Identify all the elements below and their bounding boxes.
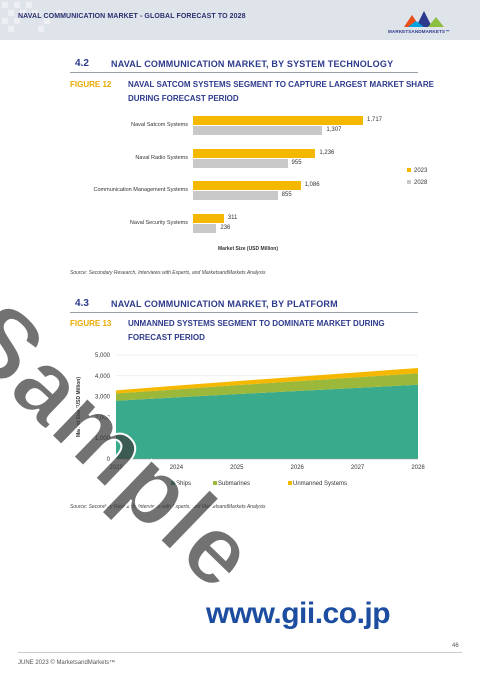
bar-2028	[193, 224, 217, 233]
legend-swatch	[288, 481, 292, 485]
y-tick-label: 5,000	[95, 353, 111, 359]
logo-text: MARKETSANDMARKETS™	[388, 29, 450, 34]
report-title: NAVAL COMMUNICATION MARKET - GLOBAL FORE…	[18, 13, 246, 20]
y-tick-label: 2,000	[95, 415, 111, 421]
value-label: 311	[227, 215, 238, 221]
bar-2028	[193, 159, 288, 168]
legend-item: 2028	[407, 180, 427, 186]
footer-rule	[18, 652, 462, 653]
x-tick-label: 2025	[230, 465, 244, 471]
legend-label: 2028	[414, 180, 428, 186]
x-tick-label: 2028	[411, 465, 425, 471]
bar-2023	[193, 116, 363, 125]
figure-label: FIGURE 12	[70, 80, 112, 89]
y-tick-label: 0	[107, 457, 111, 463]
value-label: 1,717	[367, 117, 383, 123]
section-number: 4.2	[75, 58, 89, 69]
legend-item: 2023	[407, 168, 427, 174]
x-axis-title: Market Size (USD Million)	[218, 246, 279, 252]
header-band	[0, 0, 480, 40]
legend-swatch	[171, 481, 175, 485]
footer-date: JUNE 2023 © MarketsandMarkets™	[18, 660, 116, 666]
y-axis-title: Market Size (USD Million)	[76, 377, 82, 437]
figure-title: NAVAL SATCOM SYSTEMS SEGMENT TO CAPTURE …	[128, 78, 434, 106]
category-label: Naval Satcom Systems	[131, 122, 188, 128]
bar-2023	[193, 181, 301, 190]
figure-title-line-1: UNMANNED SYSTEMS SEGMENT TO DOMINATE MAR…	[128, 319, 385, 328]
x-tick-label: 2024	[170, 465, 184, 471]
x-tick-label: 2027	[351, 465, 365, 471]
marketsandmarkets-logo-icon	[404, 11, 444, 27]
y-tick-label: 3,000	[95, 395, 111, 401]
header-pattern	[2, 2, 62, 32]
legend-label: Ships	[176, 481, 191, 487]
source-note: Source: Secondary Research, Interviews w…	[70, 270, 266, 276]
x-tick-label: 2026	[291, 465, 305, 471]
value-label: 1,236	[319, 150, 335, 156]
value-label: 1,307	[326, 127, 342, 133]
value-label: 955	[291, 160, 302, 166]
bar-2028	[193, 191, 278, 200]
legend-swatch	[407, 180, 411, 185]
legend-label: Unmanned Systems	[293, 481, 347, 487]
figure-label: FIGURE 13	[70, 319, 112, 328]
page-number: 46	[452, 643, 459, 649]
category-label: Naval Radio Systems	[135, 155, 188, 161]
value-label: 236	[220, 225, 231, 231]
legend-label: 2023	[414, 168, 428, 174]
figure-title-line-2: FORECAST PERIOD	[128, 333, 205, 342]
section-title: NAVAL COMMUNICATION MARKET, BY PLATFORM	[111, 299, 338, 309]
bar-2028	[193, 126, 323, 135]
figure-title-line-1: NAVAL SATCOM SYSTEMS SEGMENT TO CAPTURE …	[128, 80, 434, 89]
section-number: 4.3	[75, 298, 89, 309]
category-label: Communication Management Systems	[93, 187, 188, 193]
divider	[70, 72, 418, 73]
x-tick-label: 2023	[109, 465, 123, 471]
figure-title: UNMANNED SYSTEMS SEGMENT TO DOMINATE MAR…	[128, 317, 385, 345]
y-tick-label: 4,000	[95, 374, 111, 380]
category-label: Naval Security Systems	[129, 220, 188, 226]
figure-title-line-2: DURING FORECAST PERIOD	[128, 94, 239, 103]
value-label: 855	[281, 192, 292, 198]
legend-label: Submarines	[218, 481, 250, 487]
area-series	[116, 384, 418, 459]
divider	[70, 312, 418, 313]
value-label: 1,086	[304, 182, 320, 188]
source-note: Source: Secondary Research, Interviews w…	[70, 504, 266, 510]
y-tick-label: 1,000	[95, 436, 111, 442]
area-series	[116, 368, 418, 394]
bar-2023	[193, 149, 316, 158]
legend-swatch	[407, 168, 411, 173]
section-title: NAVAL COMMUNICATION MARKET, BY SYSTEM TE…	[111, 59, 394, 69]
bar-2023	[193, 214, 224, 223]
site-watermark: www.gii.co.jp	[206, 597, 391, 630]
area-series	[116, 373, 418, 401]
legend-swatch	[213, 481, 217, 485]
